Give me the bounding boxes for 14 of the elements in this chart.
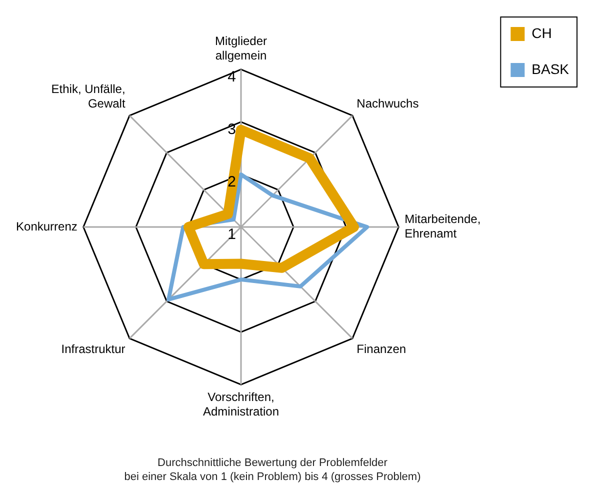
y-tick-label: 1 [228, 226, 236, 244]
text: Durchschnittliche Bewertung der Problemfelder [156, 456, 388, 470]
spoke-label: Finanzen [356, 342, 406, 356]
y-tick-label: 2 [228, 174, 236, 191]
spoke-label: Konkurrenz [16, 219, 78, 234]
spoke-label: Ethik, Unfälle, Gewalt [51, 82, 126, 110]
legend-label: CH [532, 24, 552, 41]
spoke-label: Mitarbeitende, Ehrenamt [404, 212, 481, 241]
spoke-label: Infrastruktur [61, 342, 126, 356]
text: bei einer Skala von 1 (kein Problem) bis 4 (grosses Problem) [123, 470, 422, 484]
legend-label: BASK [532, 60, 570, 77]
spoke-label: Vorschriften, Administration [202, 390, 280, 419]
spoke-label: Mitglieder allgemein [214, 34, 268, 63]
spoke-label: Nachwuchs [356, 96, 419, 110]
